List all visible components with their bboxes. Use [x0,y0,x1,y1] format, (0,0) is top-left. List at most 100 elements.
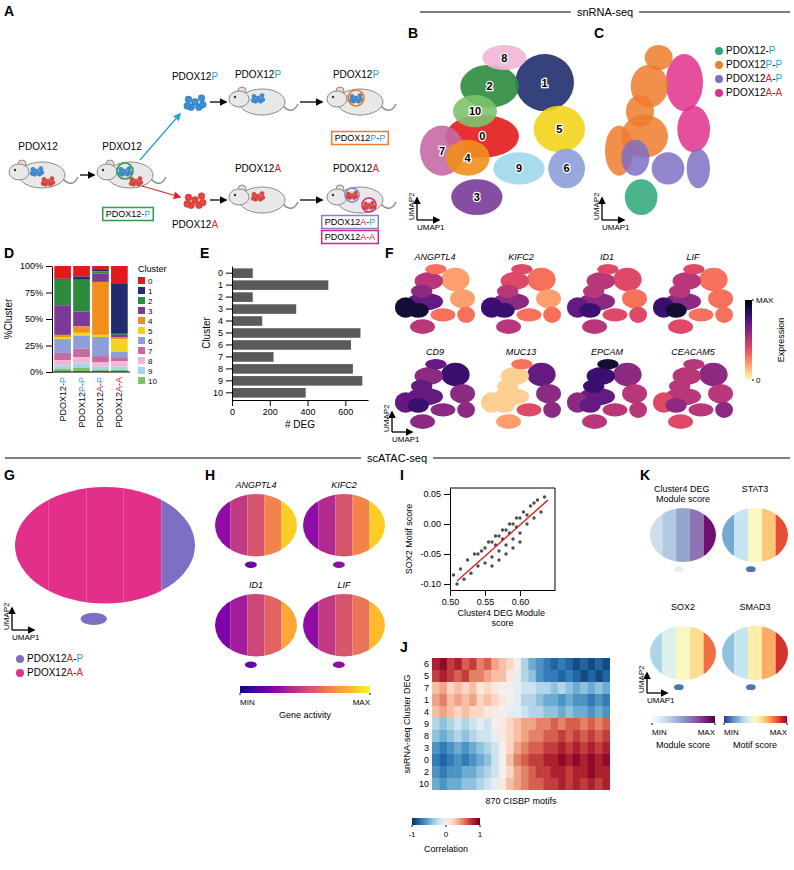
cluster-label: 9 [516,162,522,174]
mouse-eye [234,96,236,98]
cluster-region [425,359,446,369]
colorbar-tick-label: MIN [724,728,739,737]
cluster-region [450,384,475,403]
label-part: P [775,73,782,84]
zones [650,626,716,690]
bar-segment [111,266,128,284]
tick-mark [444,494,450,495]
section-header: snRNA-seq [577,6,633,18]
feature-title: EPCAM [591,347,624,357]
cluster-region [411,380,432,393]
heat-cell [595,742,603,755]
axis-title: 870 CISBP motifs [486,796,557,806]
heat-cell [454,670,462,683]
bar-segment [73,336,90,349]
point [508,522,511,525]
arrow [647,692,667,693]
label-part: PDOX12 [726,45,766,56]
label-line: ID1 [249,580,263,590]
heat-cell [462,706,470,719]
cell [30,171,34,175]
heat-cell [588,694,596,707]
heat-cell [551,682,559,695]
arrow [210,199,226,200]
heat-cell [543,694,551,707]
tick-mark [46,346,52,347]
heat-cell [566,766,574,779]
colorbar-tick [752,380,754,381]
label-line: EPCAM [591,347,624,357]
point [522,510,525,513]
cluster-region [668,319,693,334]
sample-label: PDOX12A [172,219,218,230]
cluster-region [579,303,600,318]
cluster-region [669,380,690,393]
cluster-region [626,95,654,127]
feature-title: SOX2 [671,602,695,612]
axis-title: UMAP2 [592,192,601,220]
panel-letter: D [4,245,14,261]
heat-cell [580,670,588,683]
cell [184,201,191,208]
label-line: CD9 [426,347,444,357]
arrow [646,673,647,693]
heat-cell [566,694,574,707]
label-part: A [76,667,83,678]
cluster-region [534,106,585,153]
label-part: PDOX12 [333,69,373,80]
cluster-region [677,106,710,153]
bar-segment [92,282,109,335]
heat-cell [543,706,551,719]
plot: 0%25%50%75%100% [20,261,130,377]
cell [261,196,265,200]
cluster-region [621,140,649,176]
legend-swatch [16,669,24,677]
label-part: A [369,232,375,242]
zone [282,494,297,568]
colorbar-tick-label: 1 [478,830,483,839]
marks [303,594,385,668]
legend-swatch [138,297,145,304]
point [490,564,493,567]
bar-segment [54,305,71,335]
heat-cell [469,670,477,683]
mouse-eye [234,194,236,196]
arrow [142,186,180,197]
axis-title: snRNA-seq Cluster DEG [402,674,412,773]
tick-mark [46,319,52,320]
point [518,516,521,519]
heat-cell [439,694,447,707]
feature-title: CEACAM5 [671,347,716,357]
heat-cell [439,766,447,779]
marks [395,264,475,334]
bar-segment [54,339,71,353]
sample-label: PDOX12A [235,163,281,174]
panel-letter: B [408,25,418,41]
feature-title: ANGPTL4 [234,480,276,490]
bar [232,340,351,350]
colorbar-tick-label: MAX [756,296,774,305]
cluster-label: 6 [564,162,570,174]
heat-cell [462,730,470,743]
heat-cell [551,766,559,779]
cluster-region [410,319,435,334]
sample-ring [345,188,359,202]
mouse [229,185,298,213]
colorbar-tick [652,723,653,725]
cluster-region [407,303,428,318]
heat-cell [543,682,551,695]
bar-segment [92,362,109,366]
tick: 600 [338,400,353,417]
arrow [80,174,94,175]
sample-label: PDOX12P [333,69,379,80]
cell [261,98,265,102]
colorbar [652,716,715,723]
heat-cell [514,718,522,731]
heat-cell [499,670,507,683]
zone [353,594,370,668]
island [746,684,756,690]
feature-title: SMAD3 [739,602,770,612]
tick: 100% [20,261,52,271]
point [511,537,514,540]
cell-cluster [41,177,55,187]
